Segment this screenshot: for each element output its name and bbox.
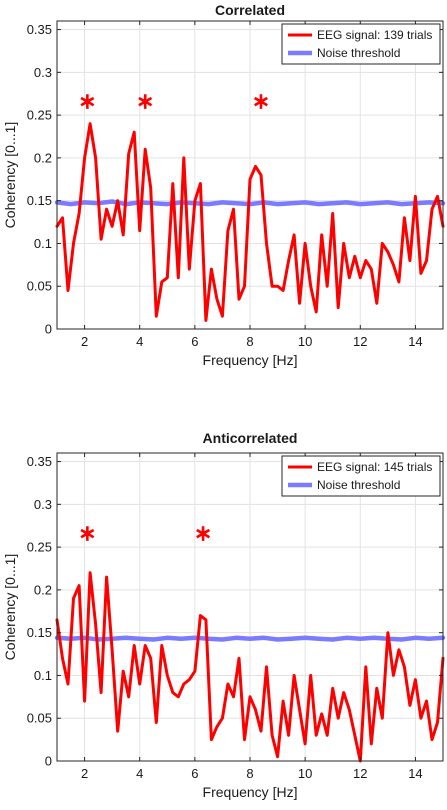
significance-asterisk: ∗ [78,520,96,545]
series-line-eeg-signal [55,571,445,763]
x-tick-label: 12 [353,766,367,781]
legend-label: EEG signal: 145 trials [317,460,432,474]
x-tick-label: 14 [408,334,422,349]
x-tick-label: 6 [191,334,198,349]
x-tick-label: 10 [298,766,312,781]
x-axis-label: Frequency [Hz] [203,784,298,800]
series-line-noise-threshold [54,635,446,642]
legend-label: Noise threshold [317,478,400,492]
y-tick-label: 0.35 [27,454,52,469]
legend: EEG signal: 145 trials Noise threshold [281,455,441,497]
y-tick-label: 0.25 [27,540,52,555]
x-tick-label: 10 [298,334,312,349]
x-tick-label: 4 [136,766,143,781]
legend-box [281,455,441,497]
y-tick-label: 0.25 [27,108,52,123]
legend-label: Noise threshold [317,46,400,60]
y-tick-label: 0.1 [34,236,52,251]
significance-asterisk: ∗ [194,520,212,545]
legend: EEG signal: 139 trials Noise threshold [281,23,441,65]
x-tick-label: 4 [136,334,143,349]
significance-asterisk: ∗ [252,88,270,113]
y-tick-label: 0.35 [27,22,52,37]
chart-panel-2: ∗ ∗ 2 4 6 8 10 12 14 0 0.05 0.1 0.15 0.2 0.25 0.3 0.35 An… [2,430,446,800]
y-tick-label: 0.15 [27,193,52,208]
y-tick-label: 0.3 [34,497,52,512]
significance-asterisk: ∗ [78,88,96,113]
y-tick-label: 0.2 [34,150,52,165]
chart-panel-1: ∗ ∗ ∗ 2 4 6 8 10 12 14 0 0.05 0.1 0.15 0.2 0.25 0.3 0.35 C… [2,2,446,368]
chart-title: Correlated [215,2,285,18]
x-tick-label: 6 [191,766,198,781]
x-tick-label: 2 [81,334,88,349]
x-tick-label: 8 [246,766,253,781]
y-tick-label: 0.2 [34,582,52,597]
x-tick-label: 12 [353,334,367,349]
chart-title: Anticorrelated [203,430,298,446]
x-tick-label: 14 [408,766,422,781]
x-tick-label: 8 [246,334,253,349]
series-line-eeg-signal [55,122,445,322]
significance-asterisk: ∗ [136,88,154,113]
legend-box [281,23,441,65]
y-tick-label: 0 [45,322,52,337]
x-tick-label: 2 [81,766,88,781]
y-tick-label: 0.15 [27,625,52,640]
legend-label: EEG signal: 139 trials [317,28,432,42]
y-axis-label: Coherency [0...1] [2,122,18,229]
y-tick-label: 0 [45,754,52,769]
y-tick-label: 0.3 [34,65,52,80]
y-axis-label: Coherency [0...1] [2,554,18,661]
y-tick-label: 0.1 [34,668,52,683]
y-tick-label: 0.05 [27,279,52,294]
y-tick-label: 0.05 [27,711,52,726]
x-axis-label: Frequency [Hz] [203,352,298,368]
